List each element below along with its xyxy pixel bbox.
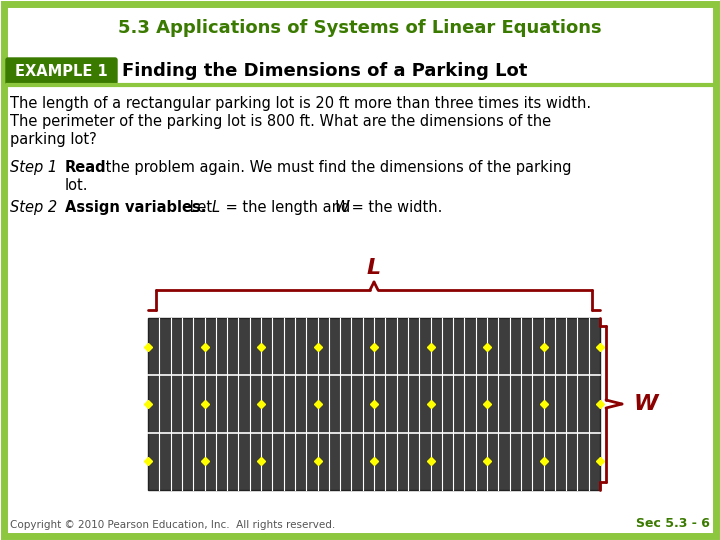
Text: EXAMPLE 1: EXAMPLE 1 [14, 64, 107, 78]
Text: Copyright © 2010 Pearson Education, Inc.  All rights reserved.: Copyright © 2010 Pearson Education, Inc.… [10, 520, 336, 530]
FancyBboxPatch shape [6, 58, 117, 84]
Text: = the width.: = the width. [347, 200, 442, 215]
Text: Finding the Dimensions of a Parking Lot: Finding the Dimensions of a Parking Lot [122, 62, 527, 80]
Text: = the length and: = the length and [221, 200, 355, 215]
Text: The perimeter of the parking lot is 800 ft. What are the dimensions of the: The perimeter of the parking lot is 800 … [10, 114, 551, 129]
Text: the problem again. We must find the dimensions of the parking: the problem again. We must find the dime… [101, 160, 572, 175]
Text: The length of a rectangular parking lot is 20 ft more than three times its width: The length of a rectangular parking lot … [10, 96, 591, 111]
Text: Sec 5.3 - 6: Sec 5.3 - 6 [636, 517, 710, 530]
Text: Step 1: Step 1 [10, 160, 57, 175]
Bar [148, 318, 600, 490]
Text: parking lot?: parking lot? [10, 132, 96, 147]
Text: Assign variables.: Assign variables. [65, 200, 207, 215]
Text: lot.: lot. [65, 178, 89, 193]
Text: Let: Let [185, 200, 217, 215]
Text: Step 2: Step 2 [10, 200, 57, 215]
Text: W: W [634, 394, 659, 414]
Text: W: W [335, 200, 349, 215]
Text: L: L [212, 200, 220, 215]
Text: L: L [367, 258, 381, 278]
Text: Read: Read [65, 160, 107, 175]
Text: 5.3 Applications of Systems of Linear Equations: 5.3 Applications of Systems of Linear Eq… [118, 19, 602, 37]
